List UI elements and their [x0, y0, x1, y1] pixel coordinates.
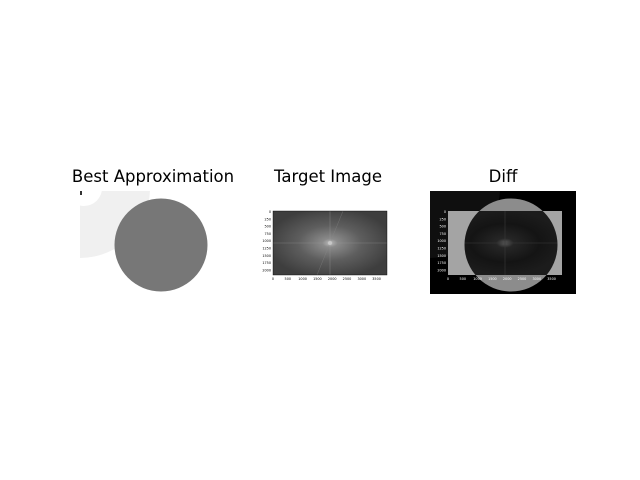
diff-ytick: 1000	[437, 239, 446, 243]
diff-xtick: 500	[460, 277, 466, 281]
best-approximation-image	[80, 191, 226, 294]
target-xtick: 1000	[298, 277, 307, 281]
target-ytick: 1000	[262, 239, 271, 243]
target-ytick: 500	[265, 225, 271, 229]
target-ytick: 1250	[262, 247, 271, 251]
diff-ytick: 1750	[437, 261, 446, 265]
target-ytick: 1750	[262, 261, 271, 265]
target-ytick: 1500	[262, 254, 271, 258]
diff-xtick: 0	[447, 277, 449, 281]
diff-ytick: 500	[440, 225, 446, 229]
target-ytick: 250	[265, 217, 271, 221]
panel-title-diff: Diff	[488, 167, 518, 186]
approx-faint-circle	[80, 191, 150, 258]
diff-xtick: 3000	[532, 277, 541, 281]
target-xtick: 2500	[343, 277, 352, 281]
approx-white-circle	[80, 191, 102, 206]
diff-ytick: 750	[440, 232, 446, 236]
diff-image: 0 250 500 750 1000 1250 1500 1750 2000 0…	[430, 191, 576, 294]
diff-ytick: 0	[444, 210, 446, 214]
diff-ytick: 1250	[437, 247, 446, 251]
target-xtick: 0	[272, 277, 274, 281]
diff-ytick: 1500	[437, 254, 446, 258]
panel-title-target-image: Target Image	[274, 167, 382, 186]
approx-corner-mark	[80, 191, 82, 195]
panel-title-best-approximation: Best Approximation	[71, 167, 235, 186]
target-xtick: 1500	[313, 277, 322, 281]
target-xtick: 500	[285, 277, 291, 281]
diff-ytick: 2000	[437, 268, 446, 272]
target-xtick: 2000	[328, 277, 337, 281]
target-ytick: 750	[265, 232, 271, 236]
diff-xtick: 3500	[547, 277, 556, 281]
diff-xtick: 1500	[488, 277, 497, 281]
target-xtick: 3000	[357, 277, 366, 281]
target-xtick: 3500	[372, 277, 381, 281]
target-ytick: 2000	[262, 268, 271, 272]
diff-xtick: 1000	[473, 277, 482, 281]
target-ytick: 0	[269, 210, 271, 214]
diff-xtick: 2500	[518, 277, 527, 281]
diff-xtick: 2000	[503, 277, 512, 281]
target-image: 0 250 500 750 1000 1250 1500 1750 2000 0…	[262, 210, 388, 281]
diff-ytick: 250	[440, 217, 446, 221]
approx-gray-circle	[114, 198, 208, 292]
